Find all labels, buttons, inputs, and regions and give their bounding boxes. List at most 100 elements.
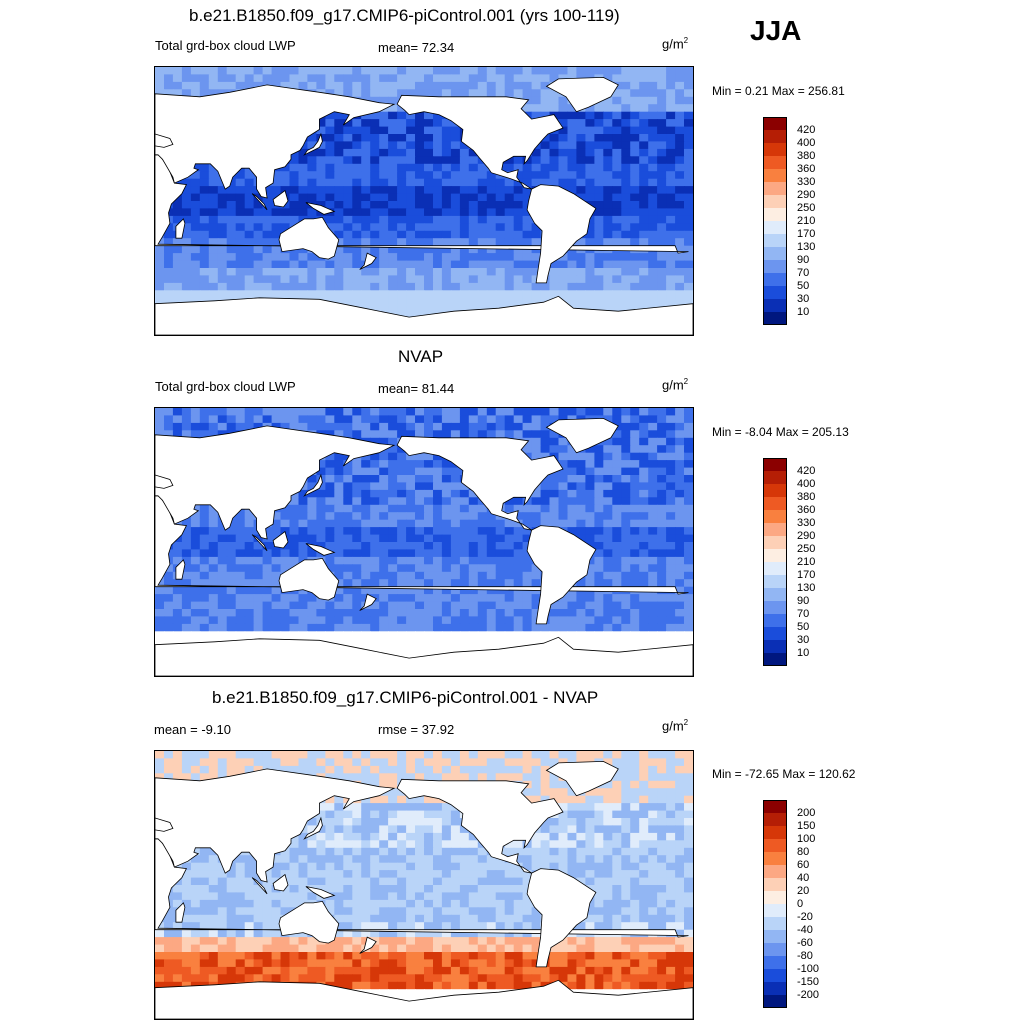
rmse-label: rmse = 37.92 [378,722,455,737]
colorbar-swatch [763,627,787,640]
colorbar-swatch [763,943,787,956]
land-mass [545,76,619,113]
colorbar-label: 80 [797,846,810,858]
land-mass [545,417,619,454]
coastlines [155,760,693,1019]
colorbar-label: 400 [797,137,816,149]
min-max-label: Min = 0.21 Max = 256.81 [712,84,845,98]
season-label: JJA [750,15,802,46]
coastlines [155,76,693,335]
colorbar-swatch [763,562,787,575]
colorbar-swatch [763,536,787,549]
colorbar-label: 10 [797,647,810,659]
land-mass [396,94,564,190]
colorbar-swatch [763,130,787,143]
colorbar-label: 30 [797,634,810,646]
colorbar-label: 100 [797,833,816,845]
colorbar-swatch [763,575,787,588]
colorbar-label: 0 [797,898,804,910]
min-max-label: Min = -8.04 Max = 205.13 [712,425,849,439]
map-plot [154,407,694,677]
colorbar-swatch [763,156,787,169]
land-mass [251,877,268,895]
colorbar-label: 60 [797,859,810,871]
colorbar-swatch [763,286,787,299]
variable-label: Total grd-box cloud LWP [155,38,296,53]
land-mass [396,435,564,531]
land-mass [155,768,396,883]
colorbar-swatch [763,839,787,852]
colorbar-label: -40 [797,924,813,936]
colorbar-swatch [763,969,787,982]
colorbar-swatch [763,169,787,182]
colorbar-label: 150 [797,820,816,832]
colorbar-swatch [763,614,787,627]
colorbar-swatch [763,143,787,156]
colorbar-swatch [763,208,787,221]
colorbar-label: 250 [797,543,816,555]
colorbar-label: -200 [797,989,820,1001]
land-mass [278,557,340,601]
land-mass [359,936,377,954]
colorbar-swatch [763,273,787,286]
colorbar-label: 330 [797,176,816,188]
colorbar-label: 400 [797,478,816,490]
colorbar-label: 90 [797,254,810,266]
colorbar-swatch [763,523,787,536]
land-mass [272,873,289,892]
map-plot [154,750,694,1020]
land-mass [155,133,174,148]
colorbar-label: 210 [797,215,816,227]
colorbar-swatch [763,800,787,813]
land-mass [175,902,186,923]
mean-label: mean= 81.44 [378,381,455,396]
colorbar-swatch [763,904,787,917]
land-mass [305,202,336,215]
colorbar-swatch [763,510,787,523]
land-mass [359,252,377,270]
land-mass [305,886,336,899]
land-mass [155,295,693,335]
colorbar-label: 170 [797,569,816,581]
variable-label: Total grd-box cloud LWP [155,379,296,394]
colorbar-label: 10 [797,306,810,318]
colorbar-swatch [763,260,787,273]
land-mass [545,760,619,797]
land-mass [278,216,340,260]
colorbar-label: 420 [797,124,816,136]
land-mass [526,525,597,625]
colorbar-label: 290 [797,530,816,542]
colorbar-label: 170 [797,228,816,240]
coastlines [155,417,693,676]
land-mass [155,474,174,489]
colorbar-label: 50 [797,280,810,292]
land-mass [303,816,323,840]
colorbar-swatch [763,826,787,839]
colorbar-swatch [763,956,787,969]
colorbar-swatch [763,234,787,247]
land-mass [272,530,289,549]
colorbar-label: 380 [797,491,816,503]
colorbar-label: -80 [797,950,813,962]
colorbar-swatch [763,640,787,653]
colorbar-label: -20 [797,911,813,923]
colorbar-label: 380 [797,150,816,162]
colorbar-label: 30 [797,293,810,305]
land-mass [251,193,268,211]
colorbar-swatch [763,588,787,601]
colorbar-swatch [763,458,787,471]
units-label: g/m2 [662,36,689,52]
colorbar-swatch [763,484,787,497]
colorbar-swatch [763,195,787,208]
colorbar-swatch [763,312,787,325]
colorbar-swatch [763,221,787,234]
colorbar-label: 360 [797,504,816,516]
land-mass [155,425,396,540]
map-plot [154,66,694,336]
units-label: g/m2 [662,718,689,734]
colorbar-swatch [763,549,787,562]
colorbar-swatch [763,982,787,995]
colorbar-swatch [763,852,787,865]
colorbar-swatch [763,995,787,1008]
colorbar-label: 200 [797,807,816,819]
